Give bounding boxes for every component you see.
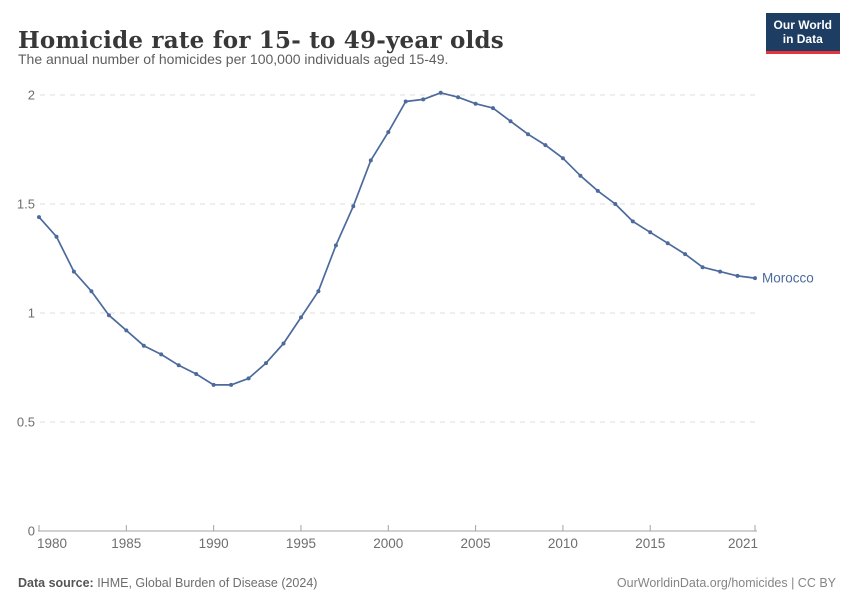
data-point[interactable]: [560, 156, 565, 161]
data-point[interactable]: [456, 95, 461, 100]
series-end-label[interactable]: Morocco: [762, 271, 814, 286]
data-point[interactable]: [403, 99, 408, 104]
footer-link[interactable]: OurWorldinData.org/homicides | CC BY: [616, 576, 836, 590]
data-point[interactable]: [700, 265, 705, 270]
owid-logo[interactable]: Our World in Data: [765, 13, 840, 54]
data-point[interactable]: [264, 361, 268, 366]
data-point[interactable]: [333, 243, 338, 248]
data-point[interactable]: [421, 97, 426, 102]
data-point[interactable]: [665, 241, 670, 246]
data-point[interactable]: [229, 382, 234, 387]
y-tick-label: 1: [28, 306, 35, 321]
data-point[interactable]: [753, 276, 757, 281]
data-source-label: Data source:: [18, 576, 94, 590]
data-point[interactable]: [578, 173, 583, 178]
data-point[interactable]: [473, 101, 478, 106]
x-tick-label: 1985: [111, 536, 141, 551]
x-tick-label: 1980: [37, 536, 67, 551]
data-point[interactable]: [194, 372, 199, 376]
data-point[interactable]: [613, 202, 618, 206]
chart-footer: Data source: IHME, Global Burden of Dise…: [18, 576, 836, 590]
x-tick-label: 1990: [199, 536, 229, 551]
data-source-value: IHME, Global Burden of Disease (2024): [93, 576, 318, 590]
y-tick-label: 0: [28, 524, 35, 539]
y-tick-label: 1.5: [17, 197, 35, 212]
series-morocco[interactable]: Morocco: [37, 90, 814, 387]
data-point[interactable]: [648, 230, 653, 235]
x-tick-label: 2021: [728, 536, 758, 551]
data-point[interactable]: [124, 328, 129, 333]
data-point[interactable]: [89, 289, 94, 294]
data-point[interactable]: [176, 363, 181, 368]
data-point[interactable]: [595, 188, 600, 193]
series-line: [38, 91, 756, 386]
data-point[interactable]: [211, 382, 216, 387]
data-point[interactable]: [159, 352, 164, 357]
y-tick-label: 2: [28, 88, 35, 103]
data-point[interactable]: [281, 341, 286, 346]
data-point[interactable]: [718, 269, 723, 274]
owid-logo-line1: Our World: [773, 18, 832, 32]
y-gridlines: 0 0.5 1 1.5 2: [17, 88, 757, 539]
x-axis: 1980 1985 1990 1995 2000 2005 2010 2015 2021: [37, 525, 758, 551]
data-point[interactable]: [386, 130, 391, 135]
data-point[interactable]: [141, 343, 146, 348]
data-point[interactable]: [54, 234, 59, 239]
data-point[interactable]: [508, 119, 513, 124]
data-point[interactable]: [543, 143, 548, 148]
data-point[interactable]: [37, 215, 41, 220]
chart-subtitle: The annual number of homicides per 100,0…: [18, 51, 449, 67]
data-point[interactable]: [735, 273, 740, 278]
data-point[interactable]: [526, 132, 530, 137]
data-point[interactable]: [630, 219, 635, 224]
data-point[interactable]: [491, 106, 495, 111]
x-tick-label: 2005: [461, 536, 491, 551]
data-point[interactable]: [299, 315, 303, 320]
owid-logo-line2: in Data: [782, 32, 823, 47]
x-tick-label: 1995: [286, 536, 316, 551]
data-point[interactable]: [106, 313, 111, 318]
data-point[interactable]: [316, 289, 321, 294]
x-tick-label: 2015: [635, 536, 665, 551]
data-point[interactable]: [683, 252, 688, 257]
data-point[interactable]: [71, 269, 76, 274]
x-tick-label: 2000: [373, 536, 403, 551]
y-tick-label: 0.5: [17, 415, 35, 430]
data-point[interactable]: [368, 158, 373, 163]
data-point[interactable]: [438, 90, 443, 95]
page-title: Homicide rate for 15- to 49-year olds: [18, 27, 504, 55]
data-point[interactable]: [351, 204, 356, 209]
data-point[interactable]: [246, 376, 251, 381]
line-chart[interactable]: 0 0.5 1 1.5 2 1980 1985 1990 1995 2000 2005 2010 201…: [0, 0, 850, 560]
data-source: Data source: IHME, Global Burden of Dise…: [18, 576, 317, 590]
x-tick-label: 2010: [548, 536, 578, 551]
